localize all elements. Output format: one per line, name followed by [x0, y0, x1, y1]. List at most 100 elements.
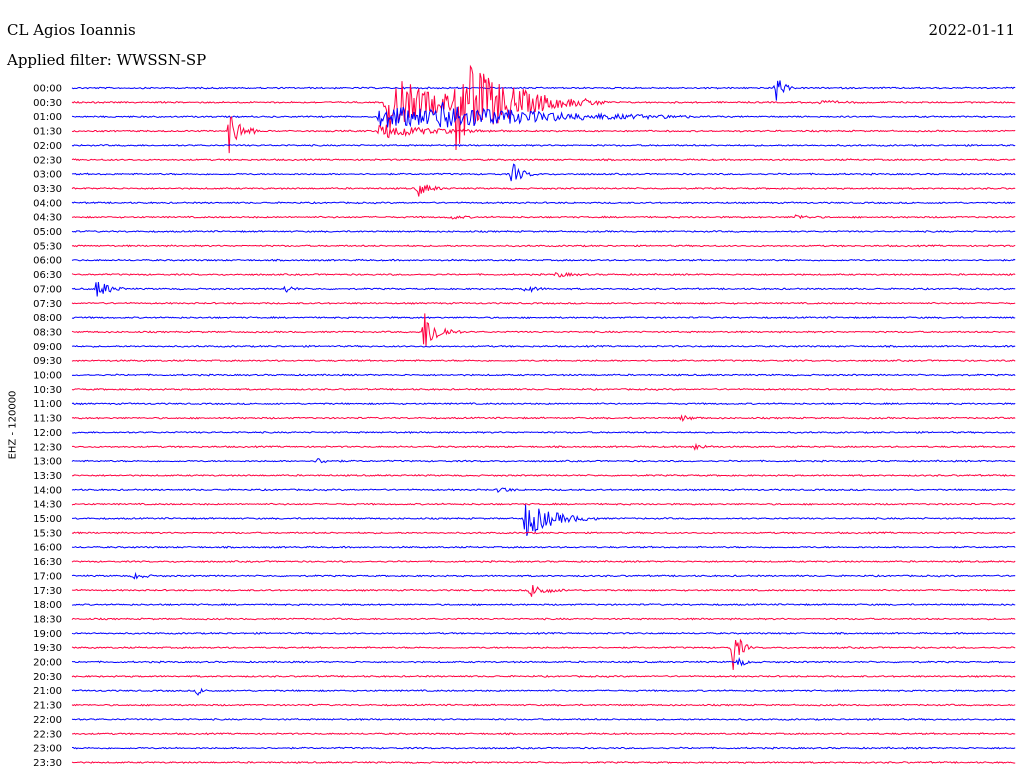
tick-label-1930: 19:30: [33, 643, 62, 654]
trace-line-2000: [71, 656, 1016, 667]
tick-label-1500: 15:00: [33, 514, 62, 525]
tick-label-0330: 03:30: [33, 184, 62, 195]
trace-line-1530: [71, 531, 1016, 535]
trace-line-1600: [71, 545, 1016, 549]
trace-line-1900: [71, 631, 1016, 635]
tick-label-1100: 11:00: [33, 399, 62, 410]
trace-line-1630: [71, 559, 1016, 564]
tick-label-0030: 00:30: [33, 98, 62, 109]
tick-label-2130: 21:30: [33, 701, 62, 712]
trace-line-0500: [71, 230, 1016, 233]
trace-line-0100: [71, 102, 1016, 128]
tick-label-1730: 17:30: [33, 586, 62, 597]
trace-line-0200: [71, 143, 1016, 147]
tick-label-1900: 19:00: [33, 629, 62, 640]
trace-line-2100: [71, 687, 1016, 696]
tick-label-2330: 23:30: [33, 758, 62, 769]
tick-label-1130: 11:30: [33, 414, 62, 425]
tick-label-1530: 15:30: [33, 528, 62, 539]
trace-line-0400: [71, 201, 1016, 205]
trace-line-2200: [71, 717, 1016, 721]
trace-line-0300: [71, 163, 1016, 182]
tick-label-1430: 14:30: [33, 500, 62, 511]
trace-line-2130: [71, 703, 1016, 707]
trace-line-0430: [71, 214, 1016, 220]
tick-label-0300: 03:00: [33, 170, 62, 181]
tick-label-1700: 17:00: [33, 571, 62, 582]
trace-line-0330: [71, 184, 1016, 197]
trace-line-1330: [72, 473, 1016, 477]
tick-label-1300: 13:00: [33, 457, 62, 468]
trace-line-0930: [71, 359, 1016, 363]
tick-label-0630: 06:30: [33, 270, 62, 281]
tick-label-2030: 20:30: [33, 672, 62, 683]
trace-line-0530: [71, 244, 1016, 248]
tick-label-2100: 21:00: [33, 686, 62, 697]
trace-line-1430: [71, 502, 1016, 506]
tick-label-0000: 00:00: [33, 84, 62, 95]
tick-label-0900: 09:00: [33, 342, 62, 353]
tick-label-0600: 06:00: [33, 256, 62, 267]
tick-label-0500: 05:00: [33, 227, 62, 238]
trace-line-1730: [71, 585, 1016, 597]
trace-line-1030: [71, 387, 1016, 391]
trace-line-0900: [71, 344, 1016, 348]
trace-line-0000: [71, 80, 1016, 101]
tick-label-1400: 14:00: [33, 485, 62, 496]
trace-line-0830: [71, 313, 1016, 347]
trace-line-1830: [71, 617, 1016, 621]
tick-label-0830: 08:30: [33, 327, 62, 338]
trace-line-2330: [71, 760, 1016, 764]
trace-line-0600: [71, 258, 1016, 262]
filter-label: Applied filter: WWSSN-SP: [7, 51, 207, 69]
trace-line-0700: [71, 282, 1016, 297]
tick-label-1830: 18:30: [33, 614, 62, 625]
trace-line-1700: [71, 571, 1016, 580]
trace-line-2030: [71, 674, 1016, 678]
trace-line-0230: [71, 158, 1016, 162]
tick-label-1200: 12:00: [33, 428, 62, 439]
tick-label-0230: 02:30: [33, 155, 62, 166]
trace-line-0630: [71, 271, 1016, 278]
date-label: 2022-01-11: [928, 21, 1015, 39]
tick-label-0930: 09:30: [33, 356, 62, 367]
trace-line-0130: [71, 116, 1016, 154]
trace-line-1400: [71, 487, 1016, 493]
trace-group: [71, 64, 1016, 764]
tick-label-1800: 18:00: [33, 600, 62, 611]
tick-label-1630: 16:30: [33, 557, 62, 568]
tick-label-2000: 20:00: [33, 658, 62, 669]
tick-label-0430: 04:30: [33, 213, 62, 224]
tick-label-0530: 05:30: [33, 241, 62, 252]
tick-label-0100: 01:00: [33, 112, 62, 123]
trace-line-0730: [71, 301, 1016, 305]
tick-label-1000: 10:00: [33, 371, 62, 382]
trace-line-0030: [71, 64, 1016, 151]
trace-line-1500: [72, 504, 1016, 536]
trace-line-1800: [71, 603, 1016, 607]
tick-label-0130: 01:30: [33, 127, 62, 138]
trace-line-1230: [71, 442, 1016, 451]
tick-label-1330: 13:30: [33, 471, 62, 482]
tick-label-1600: 16:00: [33, 543, 62, 554]
tick-label-0200: 02:00: [33, 141, 62, 152]
tick-label-2200: 22:00: [33, 715, 62, 726]
tick-label-0700: 07:00: [33, 284, 62, 295]
tick-label-0730: 07:30: [33, 299, 62, 310]
trace-line-0800: [71, 316, 1016, 320]
tick-label-1030: 10:30: [33, 385, 62, 396]
tick-label-2230: 22:30: [33, 729, 62, 740]
tick-label-0400: 04:00: [33, 198, 62, 209]
station-title: CL Agios Ioannis: [7, 21, 136, 39]
trace-line-1130: [71, 414, 1016, 423]
tick-label-1230: 12:30: [33, 442, 62, 453]
tick-label-group: 00:00 00:30 01:00 01:30 02:00 02:30 03:00 03:30…: [33, 84, 62, 769]
trace-line-2230: [72, 732, 1016, 736]
trace-line-1200: [71, 430, 1016, 434]
tick-label-2300: 23:00: [33, 744, 62, 755]
trace-line-2300: [72, 746, 1016, 750]
trace-line-1000: [71, 373, 1016, 377]
tick-label-0800: 08:00: [33, 313, 62, 324]
trace-line-1100: [71, 402, 1016, 406]
